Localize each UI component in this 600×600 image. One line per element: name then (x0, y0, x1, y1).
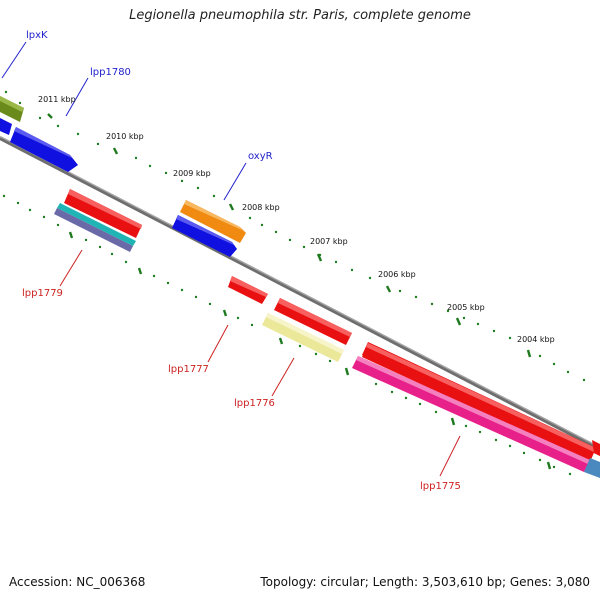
gene-label-lpp1775[interactable]: lpp1775 (420, 481, 461, 492)
inner-major-ticks (68, 231, 552, 470)
gene-label-lpp1780[interactable]: lpp1780 (90, 67, 131, 78)
feature-lpp1775[interactable] (352, 356, 590, 472)
feature-lpxK[interactable] (0, 96, 24, 122)
inner-tick-ring (2, 194, 572, 476)
feature-oxyR[interactable] (180, 200, 246, 243)
scale-label-2007: 2007 kbp (310, 237, 348, 246)
gene-label-lpp1777[interactable]: lpp1777 (168, 364, 209, 375)
scale-label-2010: 2010 kbp (106, 132, 144, 141)
gene-label-lpxK[interactable]: lpxK (26, 30, 48, 41)
scale-label-2011: 2011 kbp (38, 95, 76, 104)
scale-label-2006: 2006 kbp (378, 270, 416, 279)
feature-lpp1779-red[interactable] (64, 189, 142, 238)
feature-lpp1775-red[interactable] (362, 343, 596, 462)
forward-gene-labels: lpxK lpp1780 oxyR (26, 30, 273, 162)
scale-labels: 2011 kbp 2010 kbp 2009 kbp 2008 kbp 2007… (38, 95, 555, 344)
scale-label-2005: 2005 kbp (447, 303, 485, 312)
feature-red-right-end[interactable] (592, 440, 600, 456)
scale-label-2004: 2004 kbp (517, 335, 555, 344)
feature-lpp1779-cyan[interactable] (54, 203, 136, 252)
feature-blue-mid[interactable] (172, 215, 237, 257)
genome-backbone (0, 135, 600, 451)
gene-label-oxyR[interactable]: oxyR (248, 151, 273, 162)
scale-label-2009: 2009 kbp (173, 169, 211, 178)
gene-label-lpp1779[interactable]: lpp1779 (22, 288, 63, 299)
outer-major-ticks (47, 113, 532, 358)
accession-text: Accession: NC_006368 (9, 575, 146, 589)
topology-text: Topology: circular; Length: 3,503,610 bp… (260, 575, 590, 589)
map-title: Legionella pneumophila str. Paris, compl… (129, 8, 471, 23)
feature-lpp1780[interactable] (10, 127, 78, 172)
feature-red-lpp1776[interactable] (274, 298, 352, 345)
scale-label-2008: 2008 kbp (242, 203, 280, 212)
label-connectors (1, 41, 461, 477)
gene-label-lpp1776[interactable]: lpp1776 (234, 398, 275, 409)
feature-lpp1777[interactable] (228, 276, 268, 304)
outer-tick-ring (4, 90, 586, 382)
feature-lpp1776[interactable] (262, 313, 344, 362)
reverse-gene-labels: lpp1779 lpp1777 lpp1776 lpp1775 (22, 288, 461, 492)
feature-blue-left[interactable] (0, 118, 12, 135)
feature-steelblue-right[interactable] (584, 458, 600, 478)
